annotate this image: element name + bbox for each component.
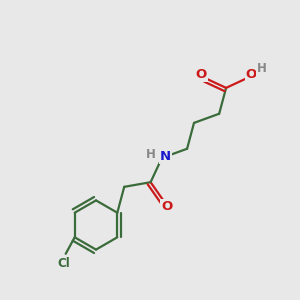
Text: H: H [146, 148, 155, 161]
Text: H: H [257, 62, 267, 75]
Text: O: O [195, 68, 207, 81]
Text: O: O [246, 68, 257, 81]
Text: Cl: Cl [58, 257, 70, 270]
Text: O: O [161, 200, 172, 213]
Text: N: N [160, 150, 171, 163]
